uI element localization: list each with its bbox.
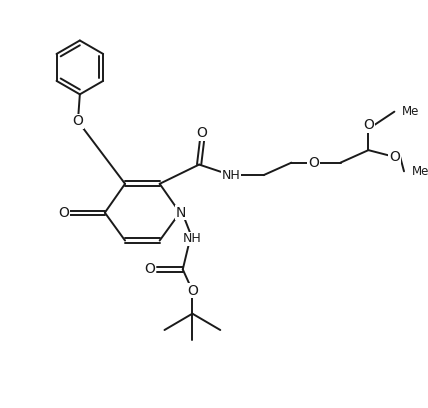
Text: O: O xyxy=(187,284,198,297)
Text: O: O xyxy=(145,262,155,276)
Text: O: O xyxy=(58,206,69,220)
Text: O: O xyxy=(308,155,319,170)
Text: O: O xyxy=(196,126,208,140)
Text: N: N xyxy=(175,206,186,220)
Text: O: O xyxy=(363,118,374,132)
Text: Me: Me xyxy=(412,165,428,178)
Text: O: O xyxy=(389,150,400,164)
Text: NH: NH xyxy=(183,232,202,245)
Text: Me: Me xyxy=(402,105,419,118)
Text: O: O xyxy=(72,114,83,128)
Text: NH: NH xyxy=(221,169,240,182)
